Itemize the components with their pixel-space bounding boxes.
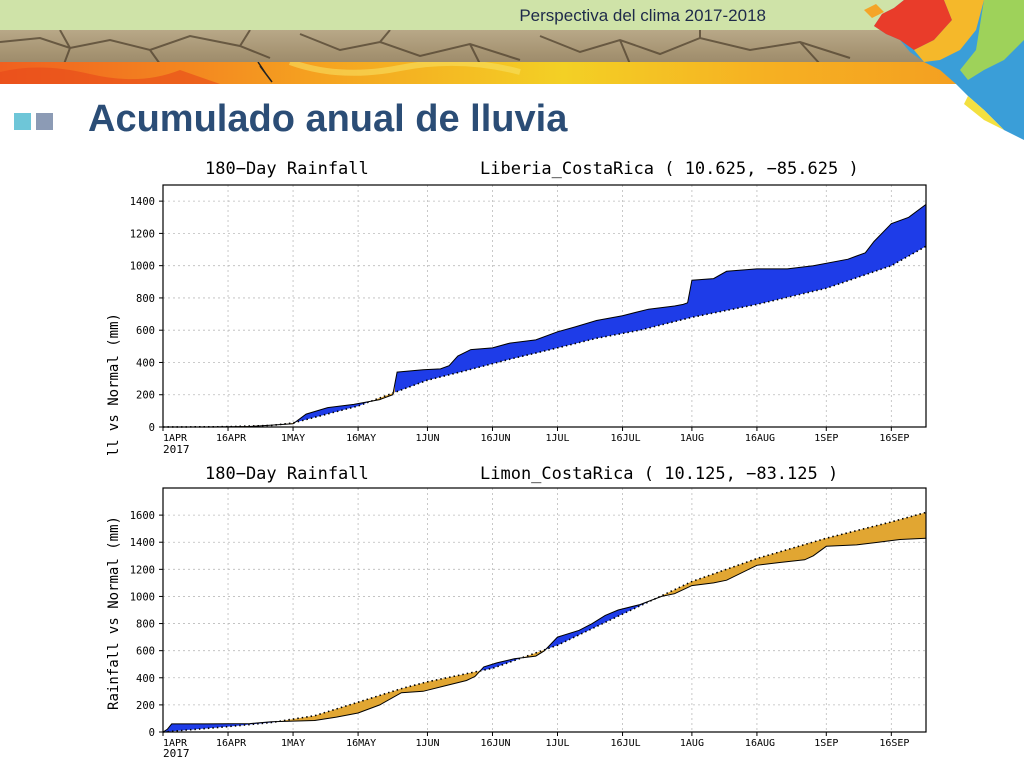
- y-axis-label: Rainfall vs Normal (mm): [106, 313, 122, 455]
- plot-frame: [162, 184, 927, 428]
- y-tick-label: 1000: [130, 591, 155, 603]
- x-tick-label: 1APR: [163, 738, 188, 749]
- x-tick-label: 16APR: [216, 433, 247, 444]
- x-tick-label: 16SEP: [879, 738, 909, 749]
- x-tick-label: 16JUL: [611, 738, 641, 749]
- normal-line: [162, 511, 927, 733]
- y-axis-label: Rainfall vs Normal (mm): [106, 516, 122, 710]
- y-tick-label: 1400: [130, 196, 155, 208]
- y-tick-label: 1600: [130, 510, 155, 522]
- y-tick-label: 400: [136, 357, 155, 369]
- x-tick-label: 1APR: [163, 433, 188, 444]
- y-tick-label: 600: [136, 325, 155, 337]
- rainfall-line: [163, 203, 927, 428]
- x-tick-label: 1JUN: [415, 738, 439, 749]
- rainfall-line: [162, 537, 927, 733]
- x-tick-label: 1AUG: [680, 738, 704, 749]
- x-tick-label: 16AUG: [745, 433, 775, 444]
- y-tick-label: 800: [136, 619, 155, 631]
- below-normal-area: [373, 383, 395, 401]
- y-tick-label: 800: [136, 293, 155, 305]
- y-tick-label: 200: [136, 700, 155, 712]
- bullet-square-grey: [36, 113, 53, 130]
- x-tick-label: 1SEP: [814, 738, 838, 749]
- title-bullet-squares: [14, 113, 58, 134]
- above-normal-area: [394, 204, 926, 393]
- y-tick-label: 1000: [130, 261, 155, 273]
- chart-title: 180−Day Rainfall: [205, 464, 369, 484]
- y-tick-label: 400: [136, 673, 155, 685]
- bullet-square-cyan: [14, 113, 31, 130]
- x-tick-label: 16APR: [216, 738, 247, 749]
- cracked-soil-banner: [0, 30, 1024, 64]
- x-tick-label: 16JUN: [480, 433, 510, 444]
- chart-location: Limon_CostaRica ( 10.125, −83.125 ): [480, 464, 838, 484]
- x-tick-label: 1JUL: [546, 433, 570, 444]
- year-label: 2017: [163, 443, 190, 455]
- below-normal-area: [655, 512, 926, 599]
- y-tick-label: 0: [149, 727, 155, 739]
- y-tick-label: 1200: [130, 564, 155, 576]
- above-normal-area: [295, 400, 374, 423]
- x-tick-label: 16JUL: [611, 433, 641, 444]
- normal-line: [162, 245, 927, 428]
- header-title: Perspectiva del clima 2017-2018: [519, 6, 766, 25]
- slide-title: Acumulado anual de lluvia: [88, 98, 568, 140]
- y-tick-label: 0: [149, 422, 155, 434]
- limon-rainfall-chart: 180−Day Rainfall Limon_CostaRica ( 10.12…: [106, 464, 927, 760]
- chart-location: Liberia_CostaRica ( 10.625, −85.625 ): [480, 159, 859, 179]
- x-tick-label: 16MAY: [346, 433, 376, 444]
- x-tick-label: 1JUN: [415, 433, 439, 444]
- costa-rica-map-graphic: [864, 0, 1024, 140]
- y-tick-label: 600: [136, 646, 155, 658]
- x-tick-label: 16MAY: [346, 738, 376, 749]
- y-tick-label: 1400: [130, 537, 155, 549]
- plot-frame: [162, 487, 927, 733]
- chart-title: 180−Day Rainfall: [205, 159, 369, 179]
- y-tick-label: 200: [136, 390, 155, 402]
- above-normal-area: [481, 657, 523, 671]
- x-tick-label: 16JUN: [480, 738, 510, 749]
- soil-cracks-graphic: [0, 30, 851, 64]
- above-normal-area: [546, 598, 655, 650]
- x-tick-label: 1MAY: [281, 738, 305, 749]
- x-tick-label: 1AUG: [680, 433, 704, 444]
- liberia-rainfall-chart: 180−Day Rainfall Liberia_CostaRica ( 10.…: [106, 159, 927, 455]
- heat-strip-graphic: [0, 59, 521, 84]
- heat-map-strip: [0, 59, 1024, 84]
- x-tick-label: 16SEP: [879, 433, 909, 444]
- y-tick-label: 1200: [130, 228, 155, 240]
- x-tick-label: 1JUL: [546, 738, 570, 749]
- year-label: 2017: [163, 747, 190, 760]
- header-band: [0, 0, 1024, 30]
- x-tick-label: 1MAY: [281, 433, 305, 444]
- x-tick-label: 16AUG: [745, 738, 775, 749]
- x-tick-label: 1SEP: [814, 433, 838, 444]
